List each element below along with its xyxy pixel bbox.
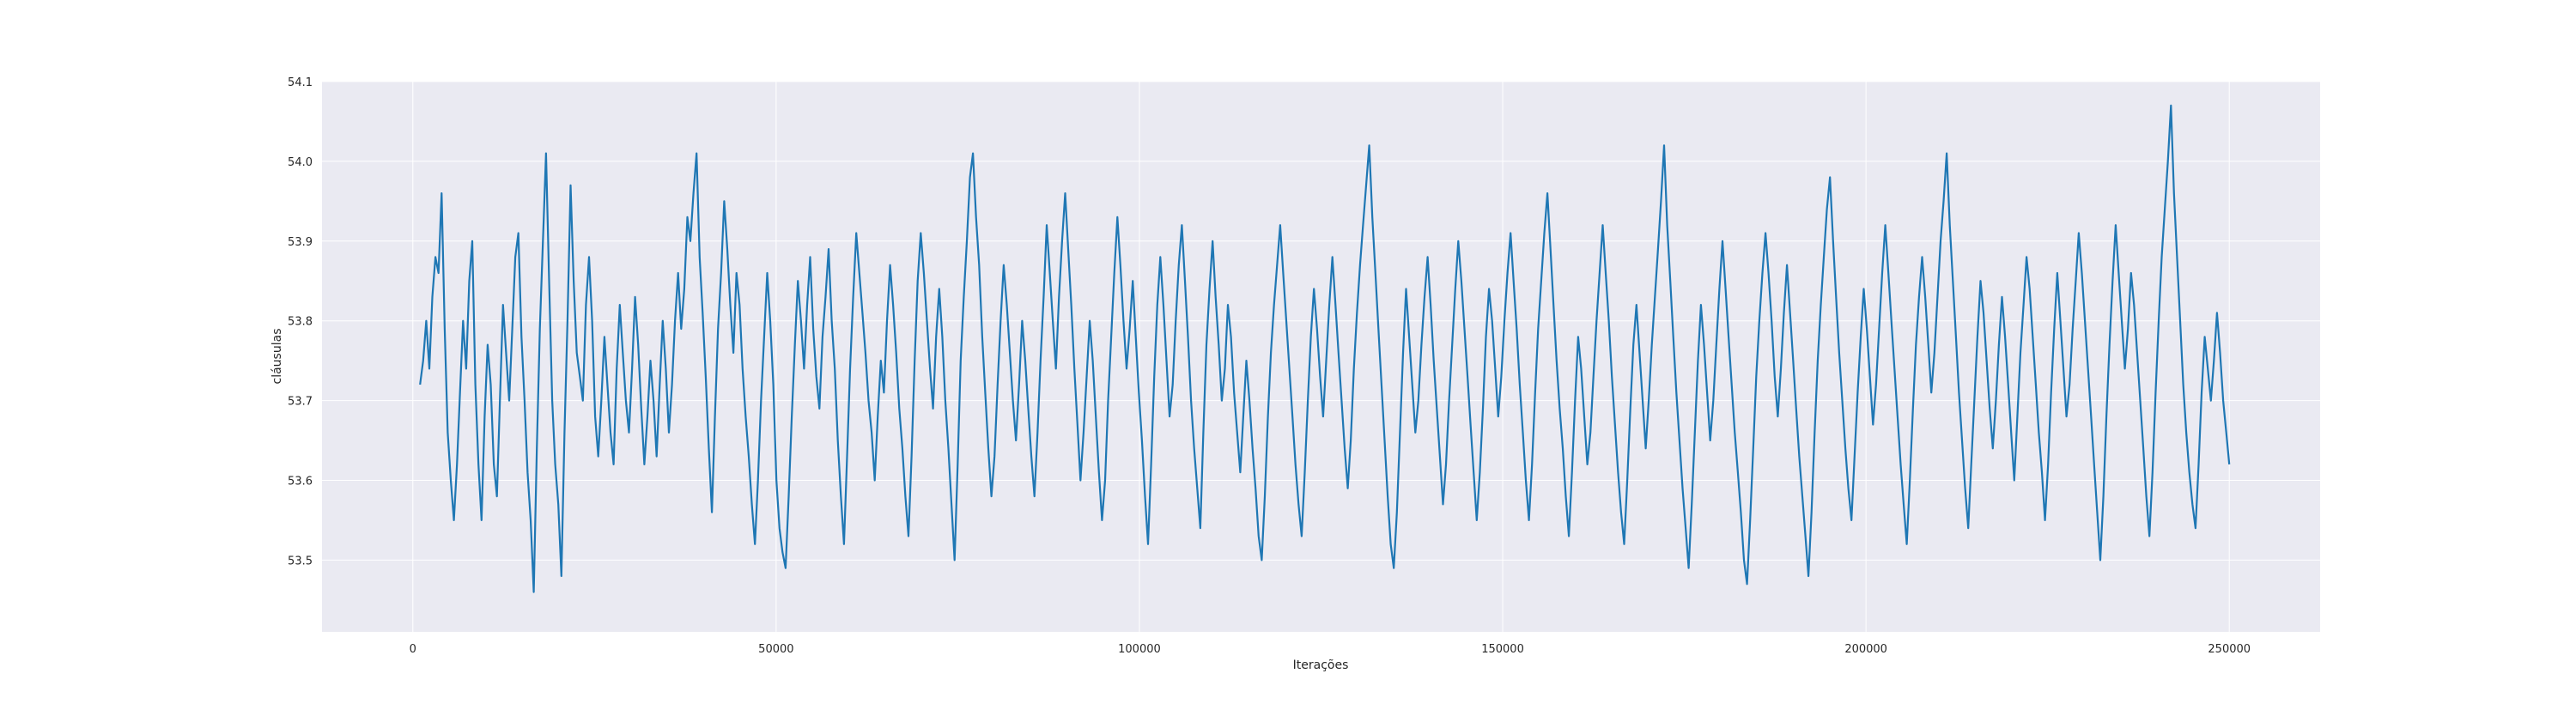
x-tick-label: 200000 — [1844, 643, 1887, 656]
x-tick-label: 50000 — [758, 643, 793, 656]
grid-lines — [322, 81, 2320, 632]
series-line — [419, 104, 2231, 593]
y-axis-tick-labels: 53.5 53.6 53.7 53.8 53.9 54.0 54.1 — [288, 76, 313, 567]
x-tick-label: 250000 — [2208, 643, 2251, 656]
y-axis-label: cláusulas — [270, 329, 284, 385]
x-tick-label: 150000 — [1481, 643, 1524, 656]
series-group — [419, 104, 2231, 593]
x-axis-tick-labels: 0 50000 100000 150000 200000 250000 — [410, 643, 2251, 656]
y-tick-label: 53.5 — [288, 555, 313, 567]
x-tick-label: 100000 — [1118, 643, 1161, 656]
y-tick-label: 54.0 — [288, 156, 313, 169]
x-axis-label: Iterações — [1293, 658, 1349, 672]
y-tick-label: 53.7 — [288, 396, 313, 409]
x-tick-label: 0 — [410, 643, 416, 656]
y-tick-label: 53.6 — [288, 475, 313, 488]
y-tick-label: 53.8 — [288, 316, 313, 329]
y-tick-label: 53.9 — [288, 236, 313, 249]
y-tick-label: 54.1 — [288, 76, 313, 89]
